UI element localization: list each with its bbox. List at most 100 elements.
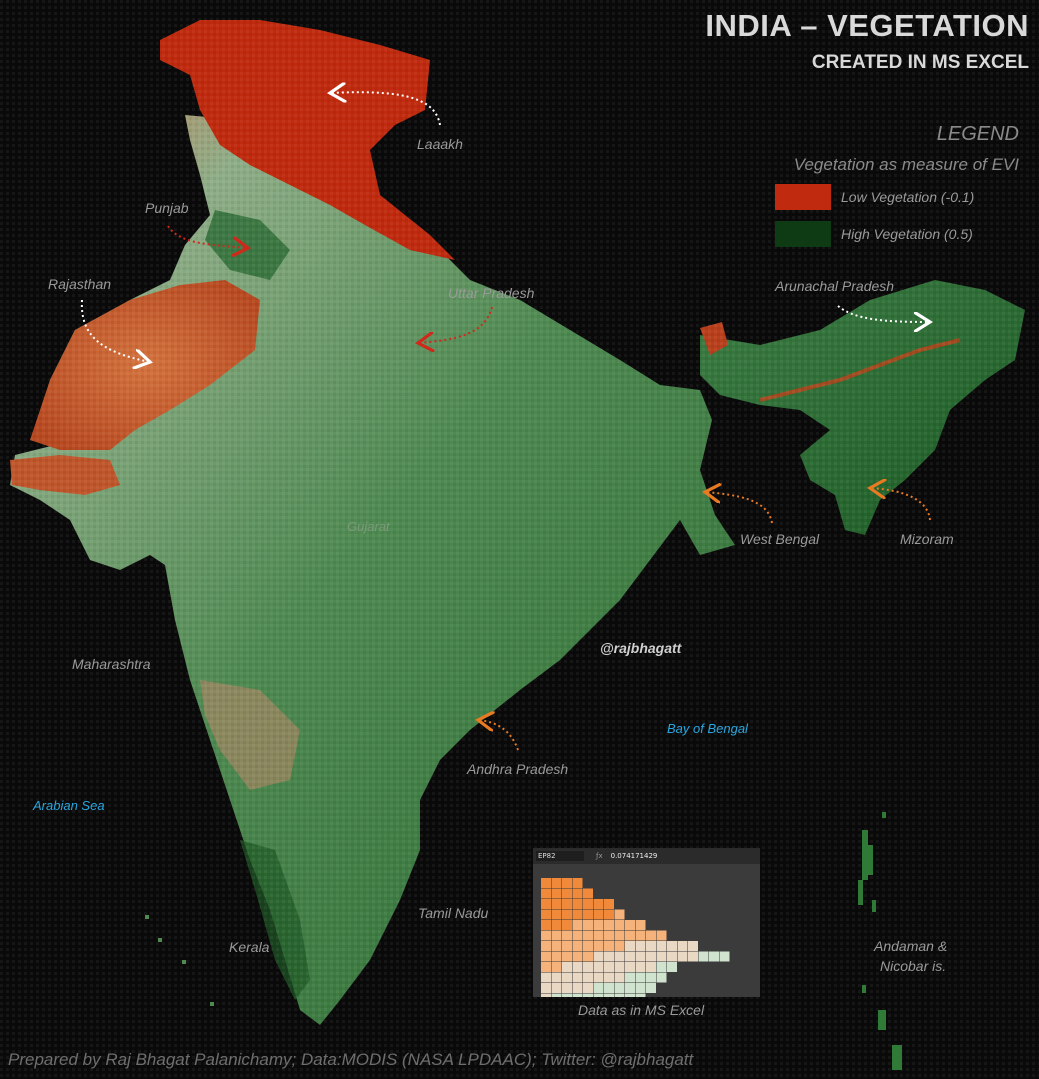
excel-cell	[625, 972, 635, 983]
excel-cell	[593, 920, 604, 930]
excel-cell	[572, 899, 583, 909]
excel-cell	[562, 920, 572, 930]
excel-cell	[656, 962, 667, 972]
label-arabian-sea: Arabian Sea	[33, 798, 105, 813]
excel-cell	[635, 930, 646, 941]
arrow-rajasthan	[80, 299, 150, 362]
excel-inset: EP82 ƒx 0.074171429	[533, 848, 760, 997]
excel-cell	[551, 983, 562, 993]
excel-cell	[541, 888, 551, 899]
excel-cell	[604, 941, 614, 951]
excel-cell	[551, 972, 562, 983]
excel-cell	[551, 941, 562, 951]
excel-cell	[541, 993, 551, 997]
excel-cell	[551, 962, 562, 972]
excel-cell	[656, 951, 667, 962]
arrow-arunachal	[837, 305, 930, 322]
excel-cell	[541, 972, 551, 983]
legend-subheading: Vegetation as measure of EVI	[793, 155, 1019, 174]
excel-cell	[593, 972, 604, 983]
excel-cell	[635, 951, 646, 962]
excel-cell	[572, 888, 583, 899]
excel-cell	[656, 930, 667, 941]
label-andaman-line2: Nicobar is.	[880, 958, 947, 974]
excel-cell	[635, 920, 646, 930]
excel-cell	[551, 951, 562, 962]
label-andhra-pradesh: Andhra Pradesh	[467, 761, 569, 777]
excel-cell	[604, 972, 614, 983]
excel-cell	[614, 951, 625, 962]
excel-cell	[593, 962, 604, 972]
excel-cell	[583, 962, 593, 972]
excel-cell	[593, 941, 604, 951]
excel-caption: Data as in MS Excel	[578, 1002, 705, 1018]
legend-swatch-high	[775, 221, 831, 247]
excel-cell	[562, 941, 572, 951]
excel-cell	[646, 951, 656, 962]
excel-cell	[562, 899, 572, 909]
excel-cell	[625, 962, 635, 972]
excel-cell	[604, 899, 614, 909]
label-gujarat: Gujarat	[347, 519, 390, 534]
excel-cell	[572, 920, 583, 930]
excel-cell	[604, 920, 614, 930]
fx-icon: ƒx	[596, 852, 603, 860]
label-tamil-nadu: Tamil Nadu	[418, 905, 489, 921]
excel-cell	[719, 951, 730, 962]
legend-item-low: Low Vegetation (-0.1)	[775, 184, 974, 210]
excel-cell	[551, 993, 562, 997]
excel-cell	[583, 941, 593, 951]
excel-cell	[614, 909, 625, 920]
excel-cell	[583, 983, 593, 993]
excel-cell	[614, 993, 625, 997]
excel-cell	[551, 878, 562, 888]
excel-cell	[541, 951, 551, 962]
excel-cell	[625, 983, 635, 993]
excel-cell	[572, 951, 583, 962]
excel-cell	[667, 951, 677, 962]
excel-cell	[614, 920, 625, 930]
excel-cell	[604, 951, 614, 962]
excel-cell	[572, 972, 583, 983]
excel-cell	[551, 888, 562, 899]
excel-formula-bar: EP82 ƒx 0.074171429	[533, 848, 760, 864]
excel-cell	[614, 983, 625, 993]
excel-cell	[572, 909, 583, 920]
arrow-west-bengal	[705, 492, 773, 524]
excel-cell	[572, 930, 583, 941]
excel-cell	[572, 962, 583, 972]
excel-cell	[646, 962, 656, 972]
excel-cell	[688, 951, 698, 962]
excel-cell	[614, 930, 625, 941]
label-bay-of-bengal: Bay of Bengal	[667, 721, 748, 736]
excel-cell	[562, 878, 572, 888]
excel-cell	[583, 930, 593, 941]
arrow-ladakh	[330, 92, 441, 126]
excel-cell	[541, 983, 551, 993]
excel-cell	[583, 899, 593, 909]
andaman-nicobar-islands	[858, 812, 902, 1070]
excel-cell	[583, 909, 593, 920]
excel-cell	[625, 920, 635, 930]
excel-cell	[635, 983, 646, 993]
excel-cell	[541, 878, 551, 888]
excel-cell	[614, 962, 625, 972]
excel-cell	[541, 909, 551, 920]
excel-cell	[593, 983, 604, 993]
excel-cell	[541, 962, 551, 972]
excel-cell	[593, 899, 604, 909]
twitter-handle: @rajbhagatt	[600, 640, 682, 656]
excel-cell	[562, 909, 572, 920]
excel-cell	[656, 941, 667, 951]
excel-cell	[698, 951, 709, 962]
excel-cell	[551, 909, 562, 920]
excel-cell	[635, 993, 646, 997]
footer-credit: Prepared by Raj Bhagat Palanichamy; Data…	[8, 1050, 694, 1069]
excel-cell	[614, 972, 625, 983]
excel-cell	[593, 930, 604, 941]
excel-grid	[541, 878, 730, 997]
excel-cell	[551, 930, 562, 941]
excel-formula-value: 0.074171429	[610, 852, 658, 860]
excel-cell	[604, 993, 614, 997]
excel-cell	[562, 983, 572, 993]
